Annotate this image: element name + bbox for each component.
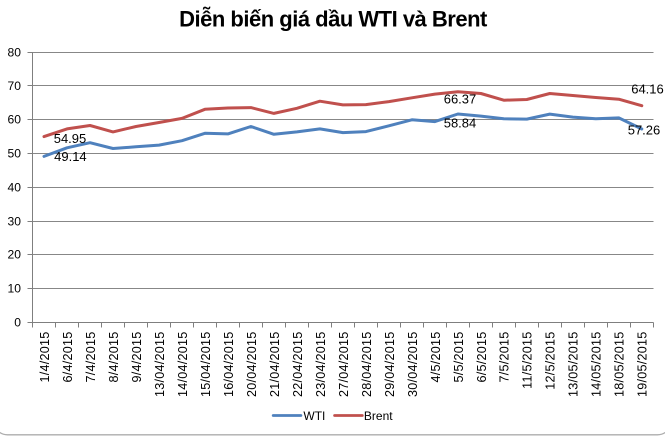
svg-text:50: 50 xyxy=(8,147,22,161)
svg-text:6/5/2015: 6/5/2015 xyxy=(475,332,489,383)
svg-text:5/5/2015: 5/5/2015 xyxy=(452,332,466,383)
svg-text:13/05/2015: 13/05/2015 xyxy=(567,332,581,398)
svg-text:60: 60 xyxy=(8,113,22,127)
svg-text:30/04/2015: 30/04/2015 xyxy=(406,332,420,398)
svg-text:29/04/2015: 29/04/2015 xyxy=(383,332,397,398)
svg-text:57.26: 57.26 xyxy=(628,123,661,138)
svg-text:23/04/2015: 23/04/2015 xyxy=(314,332,328,398)
svg-text:14/04/2015: 14/04/2015 xyxy=(176,332,190,398)
svg-text:30: 30 xyxy=(8,215,22,229)
svg-text:15/04/2015: 15/04/2015 xyxy=(199,332,213,398)
svg-text:12/5/2015: 12/5/2015 xyxy=(544,332,558,390)
svg-text:0: 0 xyxy=(14,316,21,330)
svg-text:40: 40 xyxy=(8,181,22,195)
svg-text:4/5/2015: 4/5/2015 xyxy=(429,332,443,383)
svg-text:9/4/2015: 9/4/2015 xyxy=(130,332,144,383)
svg-text:27/04/2015: 27/04/2015 xyxy=(337,332,351,398)
svg-text:19/05/2015: 19/05/2015 xyxy=(636,332,650,398)
svg-text:6/4/2015: 6/4/2015 xyxy=(61,332,75,383)
svg-text:80: 80 xyxy=(8,46,22,60)
svg-text:20/04/2015: 20/04/2015 xyxy=(245,332,259,398)
svg-text:64.16: 64.16 xyxy=(631,82,664,97)
svg-text:22/04/2015: 22/04/2015 xyxy=(291,332,305,398)
svg-text:1/4/2015: 1/4/2015 xyxy=(38,332,52,383)
svg-text:Diễn biến giá dầu WTI và Brent: Diễn biến giá dầu WTI và Brent xyxy=(179,7,488,32)
svg-text:58.84: 58.84 xyxy=(444,116,477,131)
svg-text:WTI: WTI xyxy=(303,409,325,423)
svg-text:7/4/2015: 7/4/2015 xyxy=(84,332,98,383)
svg-text:8/4/2015: 8/4/2015 xyxy=(107,332,121,383)
svg-text:21/04/2015: 21/04/2015 xyxy=(268,332,282,398)
svg-text:66.37: 66.37 xyxy=(444,91,477,106)
svg-text:70: 70 xyxy=(8,79,22,93)
svg-text:13/04/2015: 13/04/2015 xyxy=(153,332,167,398)
svg-text:Brent: Brent xyxy=(364,409,393,423)
svg-text:11/5/2015: 11/5/2015 xyxy=(521,332,535,389)
svg-text:10: 10 xyxy=(8,282,22,296)
svg-text:14/05/2015: 14/05/2015 xyxy=(590,332,604,398)
svg-text:54.95: 54.95 xyxy=(54,131,87,146)
svg-text:20: 20 xyxy=(8,248,22,262)
svg-text:28/04/2015: 28/04/2015 xyxy=(360,332,374,398)
svg-text:18/05/2015: 18/05/2015 xyxy=(613,332,627,398)
svg-text:49.14: 49.14 xyxy=(54,149,87,164)
svg-text:7/5/2015: 7/5/2015 xyxy=(498,332,512,383)
svg-text:16/04/2015: 16/04/2015 xyxy=(222,332,236,398)
